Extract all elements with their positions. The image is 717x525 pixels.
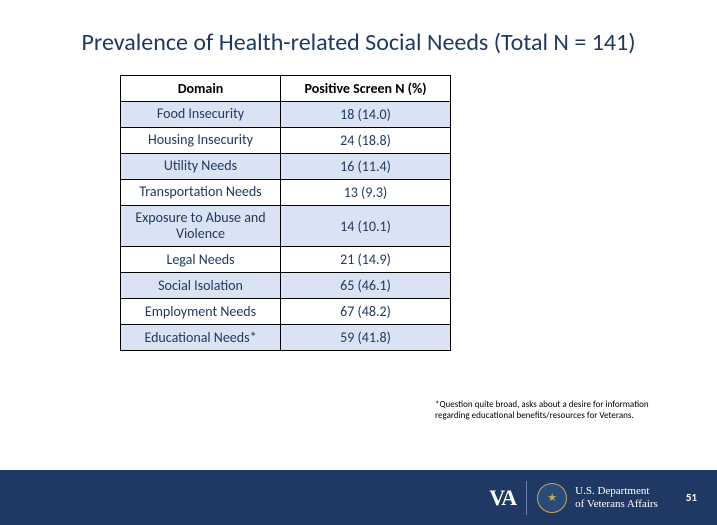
cell-domain: Employment Needs xyxy=(121,299,281,325)
table-row: Employment Needs67 (48.2) xyxy=(121,299,451,325)
table-row: Housing Insecurity24 (18.8) xyxy=(121,128,451,154)
cell-domain: Utility Needs xyxy=(121,154,281,180)
table-row: Exposure to Abuse and Violence14 (10.1) xyxy=(121,206,451,247)
table-row: Social Isolation65 (46.1) xyxy=(121,273,451,299)
department-label: U.S. Department of Veterans Affairs xyxy=(575,485,658,509)
footnote: *Question quite broad, asks about a desi… xyxy=(435,400,680,422)
footer-divider xyxy=(526,481,527,515)
cell-domain: Social Isolation xyxy=(121,273,281,299)
table-container: Domain Positive Screen N (%) Food Insecu… xyxy=(0,75,717,351)
data-table: Domain Positive Screen N (%) Food Insecu… xyxy=(120,75,451,351)
va-logo-text: VA xyxy=(489,485,516,511)
page-number: 51 xyxy=(686,491,697,504)
cell-domain: Food Insecurity xyxy=(121,102,281,128)
col-header-domain: Domain xyxy=(121,76,281,102)
va-seal-icon xyxy=(537,483,567,513)
cell-domain: Housing Insecurity xyxy=(121,128,281,154)
footer-bar: VA U.S. Department of Veterans Affairs 5… xyxy=(0,470,717,525)
table-row: Legal Needs21 (14.9) xyxy=(121,247,451,273)
dept-line2: of Veterans Affairs xyxy=(575,498,658,510)
cell-domain: Exposure to Abuse and Violence xyxy=(121,206,281,247)
cell-value: 59 (41.8) xyxy=(281,325,451,351)
cell-domain: Legal Needs xyxy=(121,247,281,273)
cell-value: 14 (10.1) xyxy=(281,206,451,247)
table-row: Educational Needs*59 (41.8) xyxy=(121,325,451,351)
cell-value: 16 (11.4) xyxy=(281,154,451,180)
table-row: Food Insecurity18 (14.0) xyxy=(121,102,451,128)
table-row: Utility Needs16 (11.4) xyxy=(121,154,451,180)
table-header-row: Domain Positive Screen N (%) xyxy=(121,76,451,102)
col-header-value: Positive Screen N (%) xyxy=(281,76,451,102)
table-row: Transportation Needs13 (9.3) xyxy=(121,180,451,206)
cell-value: 65 (46.1) xyxy=(281,273,451,299)
cell-value: 21 (14.9) xyxy=(281,247,451,273)
cell-value: 24 (18.8) xyxy=(281,128,451,154)
dept-line1: U.S. Department xyxy=(575,485,658,497)
cell-domain: Educational Needs* xyxy=(121,325,281,351)
cell-value: 18 (14.0) xyxy=(281,102,451,128)
slide-title: Prevalence of Health-related Social Need… xyxy=(0,0,717,75)
cell-value: 13 (9.3) xyxy=(281,180,451,206)
cell-value: 67 (48.2) xyxy=(281,299,451,325)
cell-domain: Transportation Needs xyxy=(121,180,281,206)
